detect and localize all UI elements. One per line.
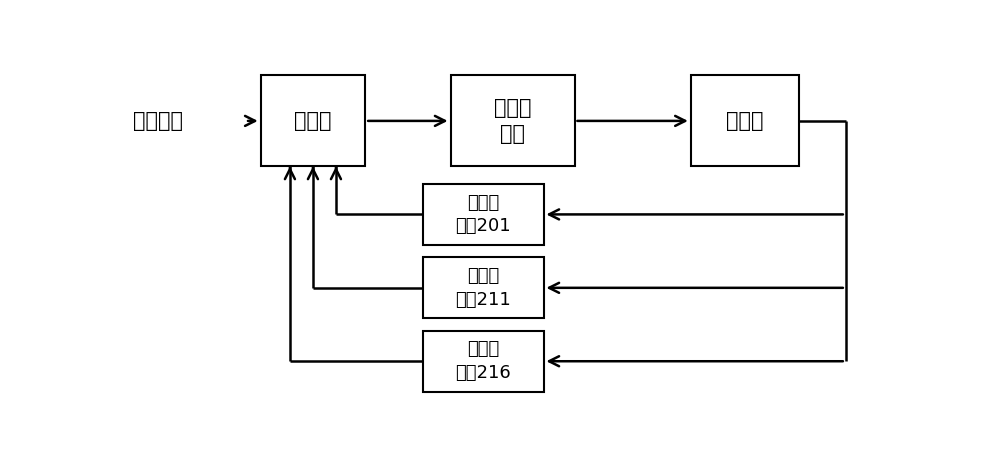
Text: 比例溢
流阀: 比例溢 流阀	[494, 98, 531, 144]
Bar	[261, 75, 365, 166]
Bar	[423, 257, 544, 318]
Text: 压力传
感器216: 压力传 感器216	[456, 340, 511, 382]
Bar	[423, 184, 544, 245]
Text: 目标压力: 目标压力	[133, 111, 183, 131]
Bar	[691, 75, 799, 166]
Text: 控制器: 控制器	[294, 111, 332, 131]
Text: 压力传
感器211: 压力传 感器211	[456, 267, 511, 309]
Bar	[450, 75, 574, 166]
Text: 保压腔: 保压腔	[726, 111, 764, 131]
Bar	[423, 331, 544, 392]
Text: 压力传
感器201: 压力传 感器201	[456, 193, 511, 235]
